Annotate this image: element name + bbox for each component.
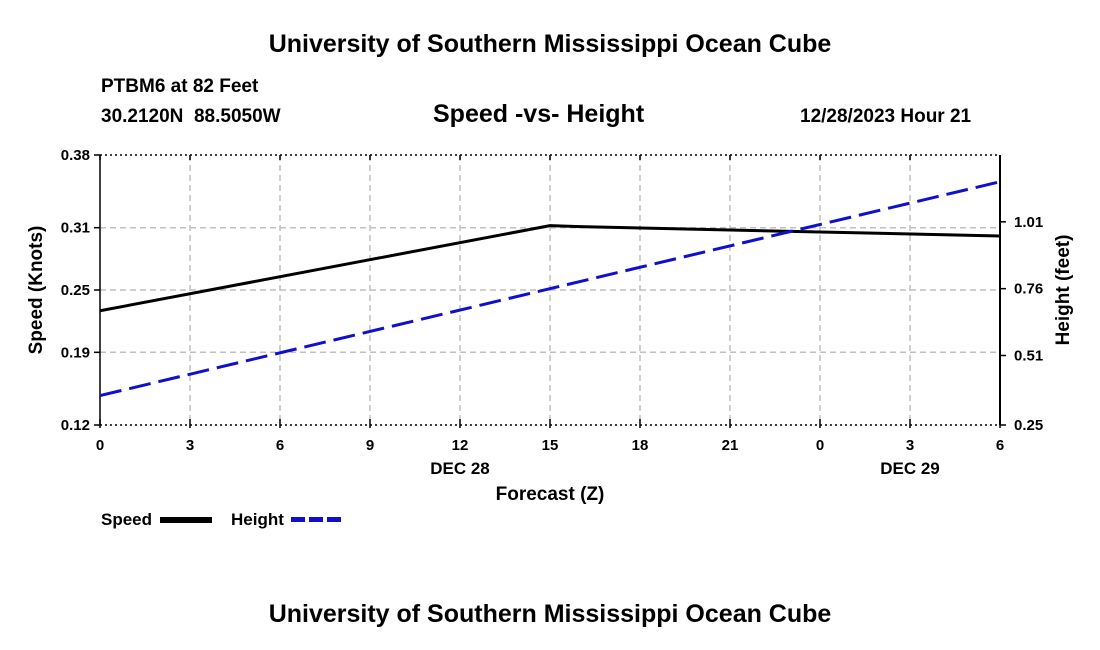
series-line-height (99, 180, 1001, 398)
legend-height-swatch (291, 517, 343, 522)
station-label: PTBM6 at 82 Feet (101, 76, 259, 97)
page-title: University of Southern Mississippi Ocean… (268, 30, 832, 58)
coordinates-label: 30.2120N 88.5050W (101, 106, 281, 127)
footer-title: University of Southern Mississippi Ocean… (268, 600, 832, 628)
legend-speed-swatch (160, 517, 212, 523)
x-tick-label: 21 (722, 437, 739, 454)
y2-tick-label: 1.01 (1014, 214, 1043, 231)
chart-subtitle: Speed -vs- Height (433, 100, 645, 128)
y2-tick-label: 0.51 (1014, 347, 1043, 364)
x-tick-label: 0 (96, 437, 104, 454)
y-tick-label: 0.31 (61, 220, 90, 237)
x-tick-label: 9 (366, 437, 374, 454)
datetime-label: 12/28/2023 Hour 21 (800, 106, 972, 127)
y-tick-label: 0.38 (61, 147, 90, 164)
x-axis-title: Forecast (Z) (496, 484, 605, 505)
x-tick-label: 6 (996, 437, 1004, 454)
y-tick-label: 0.25 (61, 282, 90, 299)
x-date-label: DEC 29 (880, 459, 940, 478)
x-tick-label: 18 (632, 437, 649, 454)
x-tick-label: 12 (452, 437, 469, 454)
x-tick-label: 3 (186, 437, 194, 454)
x-tick-label: 3 (906, 437, 914, 454)
y2-tick-label: 0.76 (1014, 281, 1043, 298)
x-tick-label: 15 (542, 437, 559, 454)
x-tick-label: 0 (816, 437, 824, 454)
chart-area: 0 3 6 9 12 15 18 21 0 3 6 DEC 28 DEC 29 Forecast (Z) 0… (61, 147, 1043, 505)
legend-height-label: Height (231, 510, 284, 529)
x-date-label: DEC 28 (430, 459, 490, 478)
y-tick-label: 0.12 (61, 417, 90, 434)
legend-speed-label: Speed (101, 510, 153, 529)
y2-tick-label: 0.25 (1014, 417, 1043, 434)
y-tick-label: 0.19 (61, 344, 90, 361)
x-tick-label: 6 (276, 437, 284, 454)
